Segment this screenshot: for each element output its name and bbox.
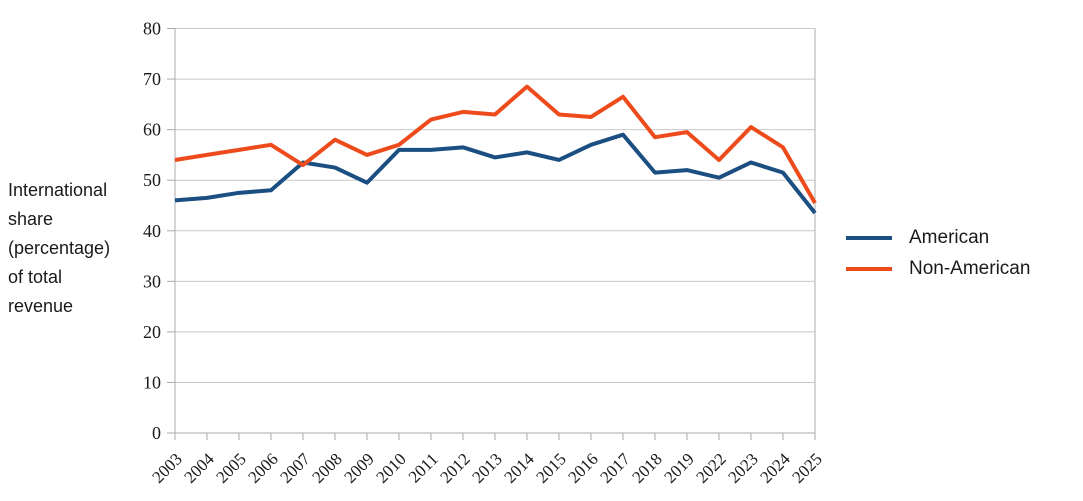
x-tick-label: 2004 <box>180 449 218 487</box>
x-tick-label: 2003 <box>148 449 185 486</box>
legend-label-non-american: Non-American <box>909 258 1031 279</box>
y-tick-label: 10 <box>143 372 161 392</box>
x-tick-label: 2025 <box>788 449 825 486</box>
x-tick-label: 2006 <box>244 449 281 486</box>
x-tick-label: 2016 <box>564 449 601 486</box>
legend: American Non-American <box>846 227 1030 280</box>
y-tick-label: 70 <box>143 69 161 89</box>
y-axis-title: International share (percentage) of total re… <box>8 180 111 316</box>
x-tick-label: 2018 <box>628 449 665 486</box>
x-tick-label: 2005 <box>212 449 249 486</box>
x-tick-label: 2009 <box>340 449 377 486</box>
y-tick-label: 80 <box>143 19 161 39</box>
y-tick-label: 30 <box>143 271 161 291</box>
y-tick-label: 60 <box>143 120 161 140</box>
non-american-line-swatch <box>846 267 892 271</box>
x-tick-label: 2014 <box>500 449 538 487</box>
y-tick-label: 50 <box>143 170 161 190</box>
x-tick-label: 2007 <box>276 449 314 487</box>
x-tick-label: 2013 <box>468 449 505 486</box>
legend-label-american: American <box>909 227 990 248</box>
y-tick-label: 40 <box>143 221 161 241</box>
x-tick-label: 2017 <box>596 449 634 487</box>
series-line-american <box>174 132 817 215</box>
x-tick-label: 2015 <box>532 449 569 486</box>
gridlines <box>175 28 815 383</box>
x-tick-label: 2022 <box>692 449 729 486</box>
tick-marks <box>167 28 816 440</box>
x-tick-label: 2023 <box>724 449 761 486</box>
x-tick-label: 2019 <box>660 449 697 486</box>
x-tick-label: 2012 <box>436 449 473 486</box>
y-tick-label: 0 <box>152 423 161 443</box>
x-tick-label: 2008 <box>308 449 345 486</box>
legend-item-non-american: Non-American <box>846 258 1030 280</box>
x-tick-label: 2010 <box>372 449 409 486</box>
legend-item-american: American <box>846 227 1030 249</box>
x-tick-label: 2024 <box>756 449 794 487</box>
series-line-non-american <box>174 84 817 204</box>
x-tick-labels: 2003200420052006200720082009201020112012… <box>148 449 825 487</box>
x-tick-label: 2011 <box>405 449 442 486</box>
y-tick-labels: 0 10 20 30 40 50 60 70 80 <box>143 19 161 444</box>
american-line-swatch <box>846 236 892 240</box>
y-tick-label: 20 <box>143 322 161 342</box>
